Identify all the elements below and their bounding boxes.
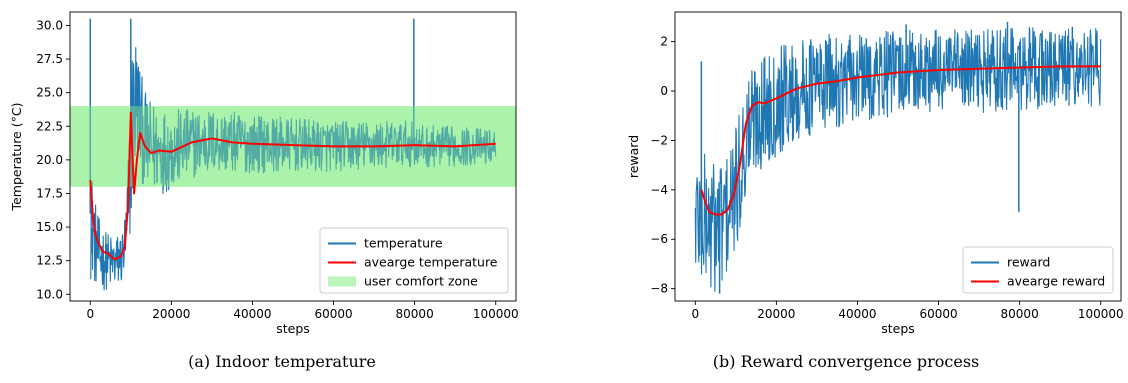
y-tick-label: 15.0 (36, 220, 63, 234)
x-tick-label: 60000 (314, 307, 352, 321)
temperature-chart: 0 20000 40000 60000 80000 100000 10.0 12.5 15.0 1… (9, 11, 519, 336)
x-tick-label: 40000 (233, 307, 271, 321)
series-line-temperature (89, 47, 497, 291)
x-tick-label: 20000 (152, 307, 190, 321)
y-tick-label: −4 (650, 183, 668, 197)
caption-a: (a) Indoor temperature (188, 352, 376, 371)
x-tick-label: 80000 (1001, 307, 1039, 321)
y-tick-label: 22.5 (36, 119, 63, 133)
legend-label: temperature (364, 236, 443, 251)
legend: temperature avearge temperature user comfo… (319, 227, 509, 294)
series-line-avearge-temperature (89, 111, 496, 261)
legend-box (319, 227, 509, 294)
caption-b: (b) Reward convergence process (712, 352, 980, 371)
y-tick-label: 2 (660, 35, 668, 49)
y-axis-label: reward (626, 135, 641, 178)
x-tick-label: 20000 (757, 307, 795, 321)
x-tick-label: 80000 (396, 307, 434, 321)
x-axis-label: steps (276, 321, 310, 336)
series-line-avearge-reward (700, 65, 1101, 216)
reward-chart: 0 20000 40000 60000 80000 100000 −8 −6 −4 −2 0 2 ste… (626, 11, 1124, 336)
y-tick-label: 25.0 (36, 86, 63, 100)
plot-area (70, 18, 516, 291)
x-axis-label: steps (881, 321, 915, 336)
legend-label: avearge temperature (364, 255, 498, 270)
axes-frame (69, 11, 517, 302)
y-axis-label: Temperature (°C) (9, 103, 24, 212)
x-tick-label: 60000 (919, 307, 957, 321)
legend-label: reward (1007, 255, 1050, 270)
y-tick-label: 27.5 (36, 52, 63, 66)
legend: reward avearge reward (962, 246, 1114, 294)
plot-area (694, 21, 1102, 294)
legend-swatch (328, 276, 356, 287)
y-tick-label: 30.0 (36, 18, 63, 32)
legend-label: avearge reward (1007, 274, 1105, 289)
legend-label: user comfort zone (364, 274, 478, 289)
axes-frame (674, 11, 1122, 302)
x-tick-label: 100000 (473, 307, 519, 321)
x-tick-label: 40000 (838, 307, 876, 321)
y-tick-label: −2 (650, 133, 668, 147)
y-tick-label: −8 (650, 282, 668, 296)
x-tick-label: 0 (691, 307, 699, 321)
y-tick-label: 0 (660, 84, 668, 98)
x-tick-label: 0 (86, 307, 94, 321)
y-tick-label: 17.5 (36, 186, 63, 200)
x-tick-label: 100000 (1078, 307, 1124, 321)
series-line-reward (694, 26, 1102, 292)
y-tick-label: 12.5 (36, 254, 63, 268)
y-tick-label: 20.0 (36, 153, 63, 167)
y-tick-label: 10.0 (36, 287, 63, 301)
y-tick-label: −6 (650, 232, 668, 246)
legend-box (962, 246, 1114, 294)
